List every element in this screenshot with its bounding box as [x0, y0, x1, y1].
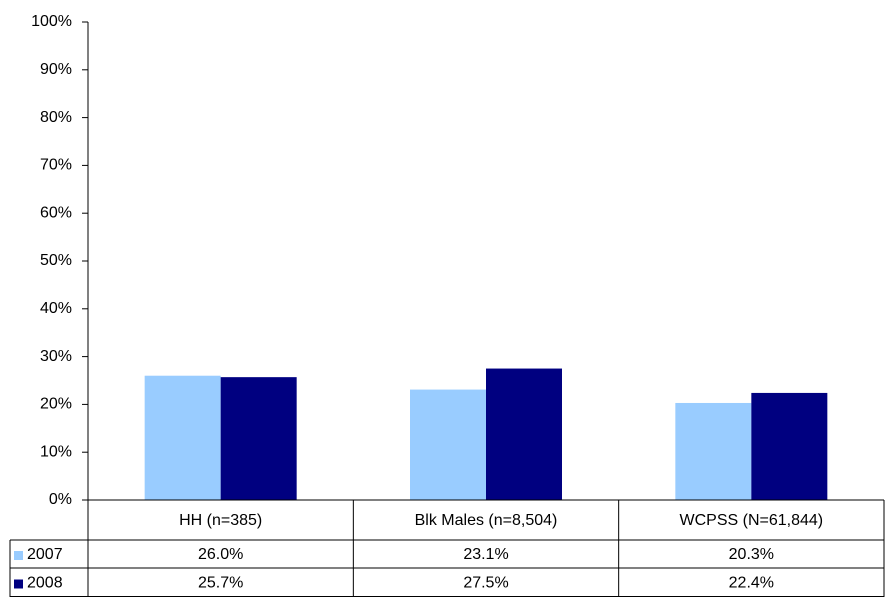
x-tick-label: Blk Males (n=8,504) — [415, 512, 558, 529]
y-tick-label: 20% — [40, 396, 72, 413]
bar — [220, 377, 297, 500]
legend-label: 2007 — [27, 546, 63, 563]
y-tick-label: 30% — [40, 348, 72, 365]
y-tick-label: 10% — [40, 443, 72, 460]
legend-label: 2008 — [27, 575, 63, 592]
bar — [675, 402, 752, 500]
y-tick-label: 40% — [40, 300, 72, 317]
bar — [751, 392, 828, 500]
table-value: 25.7% — [198, 575, 243, 592]
y-tick-label: 80% — [40, 109, 72, 126]
x-tick-label: WCPSS (N=61,844) — [680, 512, 824, 529]
table-value: 20.3% — [729, 546, 774, 563]
y-tick-label: 90% — [40, 61, 72, 78]
table-value: 22.4% — [729, 575, 774, 592]
y-tick-label: 60% — [40, 204, 72, 221]
table-value: 26.0% — [198, 546, 243, 563]
bar — [410, 389, 486, 500]
y-tick-label: 0% — [49, 491, 72, 508]
y-tick-label: 100% — [31, 13, 72, 30]
x-tick-label: HH (n=385) — [179, 512, 262, 529]
bar — [144, 375, 221, 500]
y-tick-label: 50% — [40, 252, 72, 269]
table-value: 27.5% — [463, 575, 508, 592]
legend-swatch — [14, 579, 23, 589]
bar — [486, 368, 562, 500]
legend-swatch — [14, 551, 23, 560]
y-tick-label: 70% — [40, 157, 72, 174]
table-value: 23.1% — [463, 546, 508, 563]
